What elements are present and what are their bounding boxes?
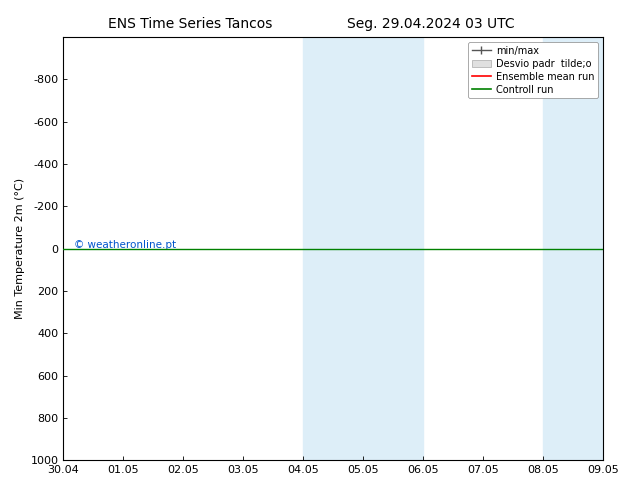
Text: Seg. 29.04.2024 03 UTC: Seg. 29.04.2024 03 UTC	[347, 17, 515, 31]
Bar	[363, 37, 424, 460]
Y-axis label: Min Temperature 2m (°C): Min Temperature 2m (°C)	[15, 178, 25, 319]
Text: © weatheronline.pt: © weatheronline.pt	[74, 240, 176, 250]
Text: ENS Time Series Tancos: ENS Time Series Tancos	[108, 17, 273, 31]
Legend: min/max, Desvio padr  tilde;o, Ensemble mean run, Controll run: min/max, Desvio padr tilde;o, Ensemble m…	[468, 42, 598, 98]
Bar	[303, 37, 363, 460]
Bar	[543, 37, 603, 460]
